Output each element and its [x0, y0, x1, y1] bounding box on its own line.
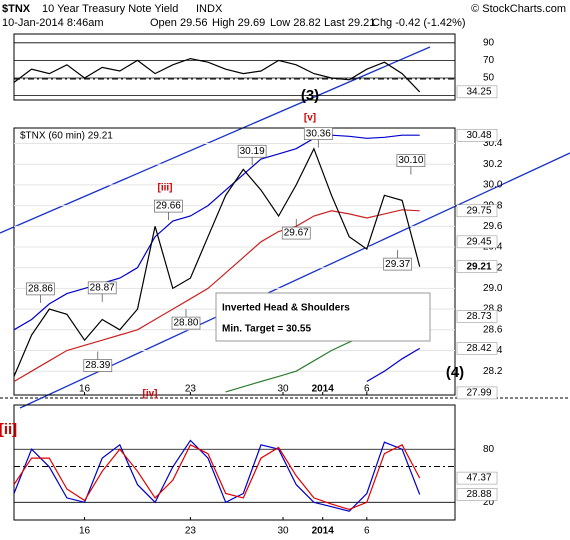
price-label-box: [303, 127, 333, 141]
marker-label: 30.48: [466, 130, 491, 141]
wave-label: [v]: [304, 113, 316, 124]
panel: [13, 404, 456, 521]
high: High 29.69: [212, 17, 265, 29]
price-label: 28.87: [90, 283, 115, 294]
price-label: 30.36: [306, 128, 331, 139]
last: Last 29.21: [324, 17, 375, 29]
y-tick-label: 30.2: [483, 159, 503, 170]
wave-label: [iv]: [143, 389, 158, 400]
marker-box: [456, 342, 498, 355]
series-line: [13, 57, 421, 93]
y-tick-label: 80: [483, 444, 495, 455]
price-label: 28.39: [85, 360, 110, 371]
x-tick-label: 23: [185, 384, 197, 395]
series-line: [366, 347, 421, 383]
y-tick-label: 20: [483, 497, 495, 508]
marker-box: [456, 204, 498, 218]
y-tick-label: 50: [483, 73, 495, 84]
panel: [13, 33, 456, 101]
marker-box: [456, 128, 498, 142]
wave-label: [ii]: [0, 421, 17, 438]
marker-label: 28.73: [466, 311, 491, 322]
x-tick-label: 23: [185, 526, 197, 537]
marker-box: [456, 386, 498, 400]
change: Chg -0.42 (-1.42%): [372, 17, 466, 29]
x-tick-label: 6: [364, 384, 370, 395]
x-tick-label: 30: [277, 384, 289, 395]
price-label: 28.80: [173, 318, 198, 329]
price-label-box: [281, 226, 311, 240]
price-label-box: [154, 199, 183, 213]
series-line: [13, 209, 420, 383]
marker-label: 29.45: [466, 236, 491, 247]
marker-label: 34.25: [466, 87, 491, 98]
legend: $TNX (60 min) 29.21: [20, 131, 113, 142]
marker-box: [456, 235, 498, 249]
marker-label: 47.37: [466, 473, 491, 484]
y-tick-label: 30.4: [483, 138, 503, 149]
price-label: 29.67: [284, 228, 309, 239]
x-tick-label: 30: [277, 526, 289, 537]
series-line: [13, 147, 421, 377]
exchange: INDX: [196, 3, 223, 15]
price-label-box: [171, 316, 201, 330]
price-label: 29.66: [156, 201, 181, 212]
y-tick-label: 28.2: [483, 366, 503, 377]
marker-box: [456, 310, 498, 323]
wave-label: [iii]: [158, 183, 173, 194]
x-tick-label: 2014: [312, 526, 335, 537]
x-tick-label: 16: [79, 384, 91, 395]
low: Low 28.82: [270, 17, 321, 29]
price-label: 30.10: [398, 155, 423, 166]
y-tick-label: 28.6: [483, 324, 503, 335]
y-tick-label: 30.0: [483, 180, 503, 191]
price-label-box: [26, 282, 55, 296]
marker-box: [456, 85, 498, 99]
series-line: [13, 443, 421, 511]
price-label-box: [237, 144, 267, 158]
price-label-box: [396, 154, 426, 167]
x-tick-label: 16: [79, 526, 91, 537]
price-label-box: [383, 257, 413, 271]
wave-label: (3): [301, 87, 319, 104]
credit: © StockCharts.com: [471, 3, 566, 15]
marker-box: [456, 488, 498, 501]
open: Open 29.56: [150, 17, 208, 29]
series-line: [13, 134, 420, 331]
marker-label: 28.42: [466, 343, 491, 354]
price-label-box: [83, 359, 113, 372]
note-box: [215, 292, 431, 342]
wave-label: (4): [446, 364, 464, 381]
marker-box: [456, 471, 498, 485]
marker-box: [456, 260, 498, 273]
marker-label: 28.88: [466, 489, 491, 500]
name: 10 Year Treasury Note Yield: [42, 3, 178, 15]
y-tick-label: 29.6: [483, 221, 503, 232]
y-tick-label: 29.0: [483, 283, 503, 294]
y-tick-label: 28.8: [483, 304, 503, 315]
x-tick-label: 2014: [312, 384, 335, 395]
price-label: 30.19: [240, 146, 265, 157]
y-tick-label: 70: [483, 55, 495, 66]
marker-label: 29.21: [466, 261, 491, 272]
panel: [13, 127, 456, 396]
price-label: 29.37: [385, 259, 410, 270]
y-tick-label: 90: [483, 37, 495, 48]
price-label: 28.86: [28, 284, 53, 295]
date: 10-Jan-2014 8:46am: [2, 17, 104, 29]
note-text: Inverted Head & Shoulders: [222, 303, 350, 314]
note-text: Min. Target = 30.55: [222, 324, 311, 335]
marker-label: 27.99: [466, 388, 491, 399]
marker-label: 29.75: [466, 205, 491, 216]
price-label-box: [87, 281, 117, 295]
symbol: $TNX: [2, 3, 31, 15]
x-tick-label: 6: [364, 526, 370, 537]
